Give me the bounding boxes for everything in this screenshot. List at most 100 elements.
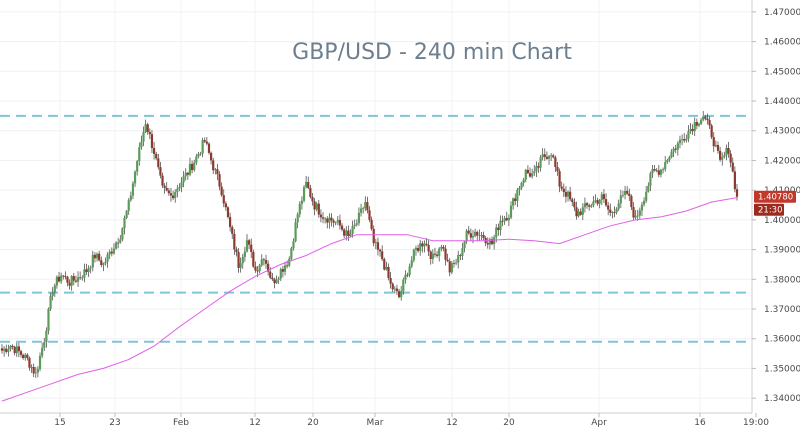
candle-body bbox=[81, 277, 84, 279]
candle bbox=[539, 155, 542, 172]
candle bbox=[440, 244, 443, 252]
candle bbox=[93, 252, 97, 263]
moving-average-line bbox=[1, 197, 738, 402]
candle bbox=[389, 272, 392, 289]
candle bbox=[600, 191, 603, 206]
candle bbox=[537, 162, 540, 174]
candle-body bbox=[366, 202, 369, 211]
candle bbox=[404, 270, 407, 284]
candle bbox=[324, 217, 327, 224]
candle-body bbox=[412, 249, 415, 261]
candle bbox=[640, 201, 644, 216]
candle bbox=[302, 185, 306, 203]
candle-body bbox=[668, 157, 671, 161]
candle-body bbox=[60, 275, 63, 282]
candle bbox=[723, 151, 726, 159]
candle-body bbox=[440, 246, 443, 249]
candle bbox=[518, 185, 521, 196]
candle-body bbox=[657, 170, 660, 175]
last-price-badge-box bbox=[754, 190, 796, 203]
candle-body bbox=[85, 269, 88, 272]
candle-body bbox=[207, 143, 211, 153]
candle bbox=[507, 214, 510, 227]
candle-body bbox=[702, 116, 705, 120]
candle bbox=[43, 337, 46, 351]
candle-body bbox=[180, 182, 183, 188]
candle bbox=[533, 165, 536, 177]
candle bbox=[262, 257, 265, 266]
candle bbox=[305, 175, 308, 189]
candle bbox=[142, 126, 145, 147]
time-tick-label: 12 bbox=[446, 418, 457, 428]
candle bbox=[9, 344, 12, 352]
candle-body bbox=[632, 207, 635, 218]
candle-body bbox=[387, 266, 390, 278]
candle bbox=[448, 258, 451, 277]
candle bbox=[237, 248, 240, 273]
candle-body bbox=[334, 222, 337, 224]
candle-body bbox=[735, 189, 739, 197]
candle bbox=[174, 189, 177, 203]
candle-body bbox=[7, 349, 10, 352]
candle bbox=[152, 141, 156, 160]
candle-body bbox=[501, 220, 504, 222]
candle-body bbox=[520, 182, 523, 188]
candle bbox=[573, 198, 576, 212]
candle-body bbox=[178, 187, 181, 189]
candle bbox=[545, 151, 549, 160]
candle-body bbox=[140, 141, 143, 148]
candle-body bbox=[165, 187, 168, 191]
candle bbox=[243, 246, 246, 262]
candle-body bbox=[423, 243, 426, 247]
candle-body bbox=[476, 231, 479, 236]
candle bbox=[226, 206, 230, 219]
candle-body bbox=[212, 160, 215, 171]
candle bbox=[393, 286, 396, 294]
candle bbox=[178, 183, 181, 192]
candle-body bbox=[611, 212, 614, 213]
candle bbox=[60, 272, 63, 284]
candle bbox=[343, 227, 346, 239]
candle bbox=[632, 201, 635, 220]
candle bbox=[296, 212, 299, 229]
candle-body bbox=[364, 202, 367, 209]
candle-body bbox=[216, 169, 219, 175]
candle-body bbox=[277, 278, 280, 280]
candle bbox=[212, 157, 215, 174]
candle bbox=[615, 207, 618, 215]
candle bbox=[45, 327, 48, 348]
candle bbox=[70, 275, 73, 291]
candle bbox=[22, 353, 25, 360]
candle bbox=[248, 238, 251, 249]
candle bbox=[547, 154, 551, 165]
candle-body bbox=[666, 160, 669, 163]
candle bbox=[264, 254, 268, 269]
candle bbox=[526, 165, 530, 175]
candle bbox=[594, 194, 597, 204]
candle bbox=[571, 197, 574, 206]
candle bbox=[330, 213, 333, 227]
candle-body bbox=[307, 181, 310, 188]
candle-body bbox=[119, 239, 122, 243]
candle bbox=[438, 247, 441, 262]
candle bbox=[512, 197, 515, 210]
candle bbox=[224, 201, 227, 211]
candle-body bbox=[404, 274, 407, 280]
candle bbox=[49, 292, 52, 311]
candle-body bbox=[659, 169, 663, 175]
candle bbox=[704, 115, 707, 121]
candle-body bbox=[159, 167, 162, 176]
candle bbox=[564, 186, 568, 203]
candle-body bbox=[634, 215, 637, 218]
candle-body bbox=[678, 139, 682, 144]
candle-body bbox=[577, 211, 580, 217]
candle-body bbox=[233, 233, 236, 250]
candle bbox=[421, 240, 424, 253]
candle-body bbox=[359, 208, 363, 213]
candle-body bbox=[693, 122, 696, 132]
candle-body bbox=[311, 197, 314, 202]
candle bbox=[554, 155, 557, 172]
candle bbox=[123, 215, 126, 235]
candle bbox=[140, 135, 143, 150]
candle-body bbox=[638, 210, 641, 216]
